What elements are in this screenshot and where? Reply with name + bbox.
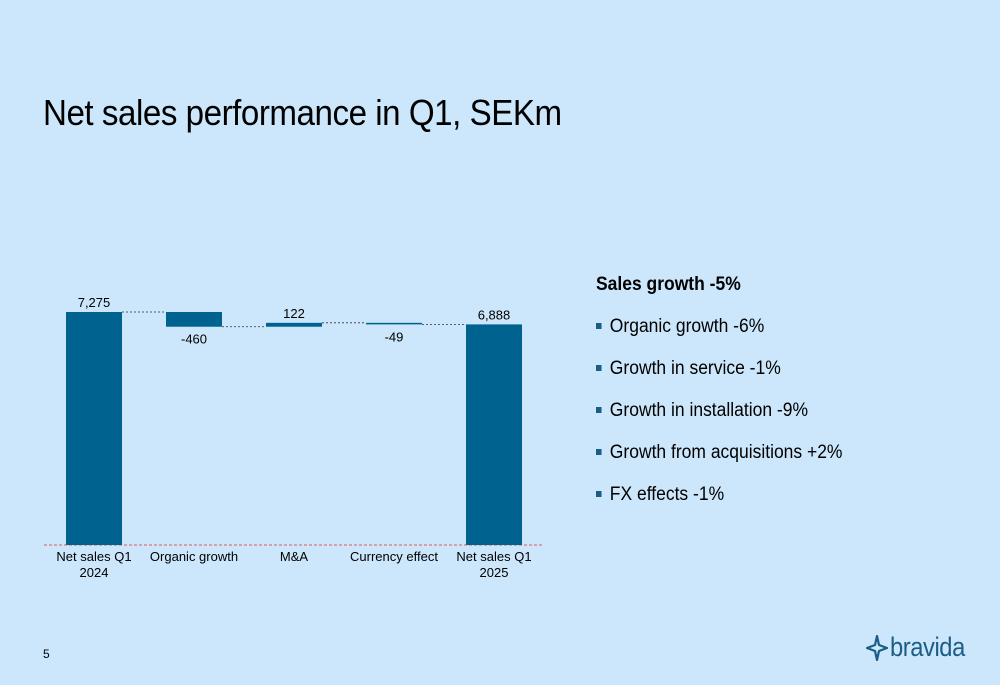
square-bullet-icon bbox=[596, 365, 602, 371]
data-label: -49 bbox=[385, 329, 404, 344]
bullet-item: Growth in installation -9% bbox=[596, 400, 842, 442]
bullet-text: Growth from acquisitions +2% bbox=[609, 442, 843, 463]
square-bullet-icon bbox=[596, 407, 602, 413]
category-label: Organic growth bbox=[150, 549, 238, 564]
category-label: 2024 bbox=[80, 565, 109, 580]
bullet-text: FX effects -1% bbox=[609, 484, 725, 505]
category-label: M&A bbox=[280, 549, 309, 564]
waterfall-bar bbox=[366, 322, 422, 325]
category-label: Net sales Q1 bbox=[56, 549, 131, 564]
sales-growth-heading: Sales growth -5% bbox=[596, 274, 741, 295]
bravida-star-icon bbox=[866, 634, 888, 661]
bullet-item: Organic growth -6% bbox=[596, 316, 842, 358]
logo-text: bravida bbox=[890, 632, 965, 662]
square-bullet-icon bbox=[596, 449, 602, 455]
bullet-text: Growth in installation -9% bbox=[609, 400, 809, 421]
waterfall-bar bbox=[66, 312, 122, 545]
data-label: 7,275 bbox=[78, 295, 111, 310]
data-label: -460 bbox=[181, 332, 207, 347]
square-bullet-icon bbox=[596, 323, 602, 329]
category-label: Currency effect bbox=[350, 549, 438, 564]
category-label: Net sales Q1 bbox=[456, 549, 531, 564]
data-label: 6,888 bbox=[478, 307, 511, 322]
page-title: Net sales performance in Q1, SEKm bbox=[43, 92, 562, 133]
data-label: 122 bbox=[283, 306, 305, 321]
square-bullet-icon bbox=[596, 491, 602, 497]
bullet-text: Growth in service -1% bbox=[609, 358, 781, 379]
bullet-text: Organic growth -6% bbox=[609, 316, 765, 337]
waterfall-bar bbox=[166, 312, 222, 327]
bullet-item: Growth from acquisitions +2% bbox=[596, 442, 842, 484]
page-number: 5 bbox=[43, 647, 50, 661]
growth-bullet-list: Organic growth -6% Growth in service -1%… bbox=[596, 316, 864, 526]
bullet-item: FX effects -1% bbox=[596, 484, 842, 526]
bravida-logo: bravida bbox=[866, 632, 975, 663]
waterfall-bar bbox=[466, 324, 522, 545]
waterfall-bar bbox=[266, 322, 322, 327]
bullet-item: Growth in service -1% bbox=[596, 358, 842, 400]
category-label: 2025 bbox=[480, 565, 509, 580]
